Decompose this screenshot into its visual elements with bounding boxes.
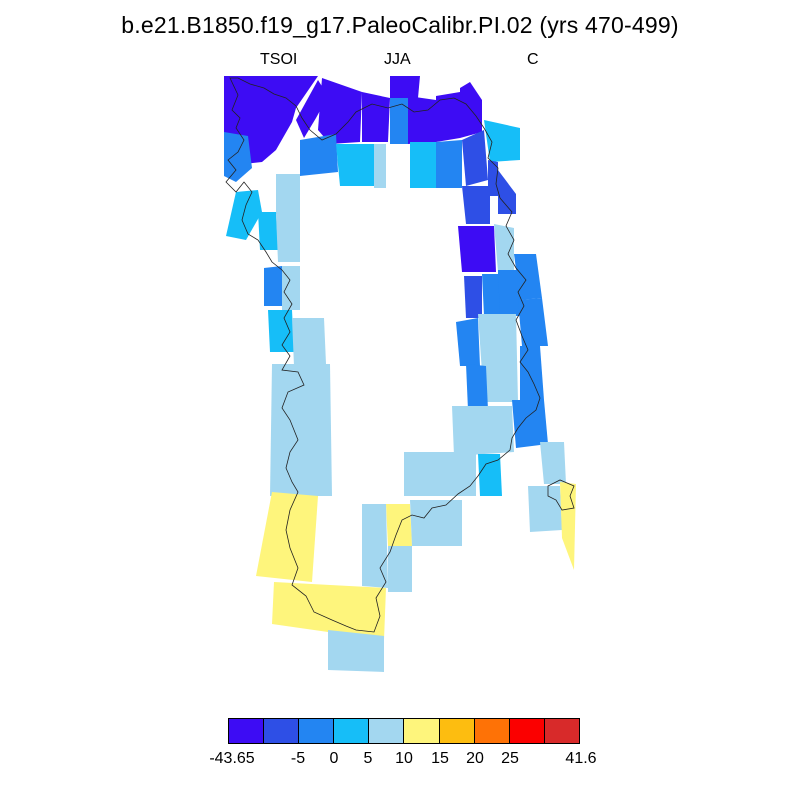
legend-label: 25 <box>501 750 519 767</box>
grid-cell <box>386 504 412 546</box>
grid-cell <box>456 318 480 366</box>
grid-cell <box>452 406 514 456</box>
grid-cell <box>256 492 318 582</box>
grid-cell <box>458 226 496 272</box>
grid-cell <box>466 364 488 410</box>
variable-label: TSOI <box>260 51 298 68</box>
grid-cell <box>296 80 328 138</box>
legend-swatch <box>543 718 580 744</box>
units-label: C <box>527 51 539 68</box>
legend-label: 0 <box>329 750 339 767</box>
grid-cell <box>498 170 516 214</box>
grid-cell <box>484 120 520 162</box>
grid-cell <box>540 442 566 484</box>
grid-cell <box>264 266 282 306</box>
grid-cell <box>362 504 388 588</box>
legend-swatch <box>333 718 369 744</box>
grid-cell <box>272 582 386 640</box>
grid-cell <box>226 190 262 240</box>
grid-cell <box>258 212 278 250</box>
grid-cell <box>404 452 476 496</box>
legend-label: 10 <box>395 750 413 767</box>
legend-swatch <box>298 718 334 744</box>
grid-cells <box>224 76 576 672</box>
plot-title: b.e21.B1850.f19_g17.PaleoCalibr.PI.02 (y… <box>121 12 679 38</box>
grid-cell <box>268 310 294 352</box>
grid-cell <box>462 186 490 224</box>
legend-swatch <box>508 718 544 744</box>
grid-cell <box>518 298 548 346</box>
grid-cell <box>436 140 462 188</box>
grid-cell <box>328 630 384 672</box>
grid-cell <box>482 274 500 316</box>
coastline-fjord <box>547 479 575 511</box>
legend-label: 20 <box>466 750 484 767</box>
grid-cell <box>300 134 338 176</box>
grid-cell <box>292 318 326 366</box>
grid-cell <box>374 144 386 188</box>
grid-cell <box>276 174 300 216</box>
grid-cell <box>498 270 520 316</box>
legend-label: -43.65 <box>209 750 255 767</box>
legend-label: 15 <box>431 750 449 767</box>
grid-cell <box>464 276 482 318</box>
grid-cell <box>390 76 420 98</box>
legend-swatch <box>368 718 404 744</box>
legend-labels: -43.65 -5 0 5 10 15 20 25 41.6 <box>0 750 800 774</box>
color-legend <box>228 718 580 744</box>
grid-cell <box>514 254 542 300</box>
legend-label: 5 <box>363 750 373 767</box>
grid-cell <box>390 98 408 144</box>
grid-cell <box>528 486 562 532</box>
grid-cell <box>282 266 300 310</box>
grid-cell <box>276 214 300 262</box>
legend-label: -5 <box>290 750 306 767</box>
grid-cell <box>520 346 544 400</box>
grid-cell <box>560 482 576 570</box>
grid-cell <box>410 142 436 188</box>
legend-swatch <box>228 718 264 744</box>
grid-cell <box>410 500 462 546</box>
grid-cell <box>436 92 460 142</box>
grid-cell <box>494 224 514 272</box>
grid-cell <box>512 400 548 448</box>
legend-swatch <box>473 718 509 744</box>
legend-swatch <box>263 718 299 744</box>
grid-cell <box>462 130 488 186</box>
legend-swatch <box>403 718 439 744</box>
grid-cell <box>224 132 252 182</box>
grid-cell <box>270 364 332 496</box>
grid-cell <box>478 314 518 402</box>
grid-cell <box>478 454 502 496</box>
grid-cell <box>336 144 376 186</box>
grid-cell <box>362 92 390 142</box>
legend-swatch <box>438 718 474 744</box>
grid-cell <box>488 160 498 196</box>
grid-cell <box>388 546 412 592</box>
coastline <box>225 77 541 633</box>
legend-label: 41.6 <box>565 750 597 767</box>
season-label: JJA <box>384 51 411 68</box>
grid-cell <box>318 78 362 144</box>
grid-cell <box>408 96 436 144</box>
